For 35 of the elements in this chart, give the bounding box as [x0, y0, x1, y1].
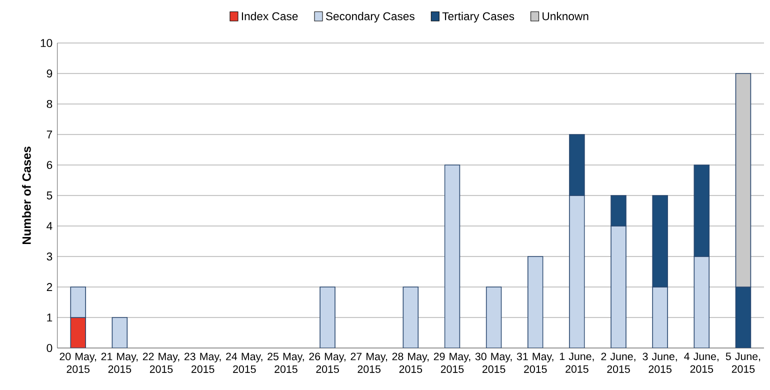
y-tick-label: 2 [46, 283, 52, 291]
y-tick-label: 8 [46, 100, 52, 108]
x-tick-label: 5 June, 2015 [726, 352, 760, 373]
y-tick-label: 7 [46, 130, 52, 138]
x-tick-label: 4 June, 2015 [684, 352, 718, 373]
x-tick-label: 1 June, 2015 [560, 352, 594, 373]
y-tick-label: 5 [46, 192, 52, 200]
x-tick-label: 3 June, 2015 [642, 352, 677, 373]
x-tick-label: 22 May, 2015 [142, 352, 180, 373]
x-tick-label: 21 May, 2015 [101, 352, 138, 373]
y-tick-label: 1 [47, 314, 52, 322]
legend-label: Secondary Cases [326, 12, 414, 22]
x-tick-label: 20 May, 2015 [60, 352, 96, 373]
y-tick-label: 6 [46, 161, 52, 170]
bar [486, 286, 502, 348]
y-tick-label: 0 [46, 344, 52, 352]
y-axis-title: Number of Cases [22, 146, 31, 244]
bar [528, 256, 544, 348]
y-tick-label: 9 [46, 69, 52, 78]
x-tick-label: 26 May, 2015 [309, 352, 346, 373]
y-tick-label: 3 [46, 252, 52, 261]
x-tick-label: 25 May, 2015 [268, 352, 304, 373]
y-tick-label: 4 [46, 222, 52, 230]
x-tick-label: 27 May, 2015 [350, 352, 388, 373]
x-tick-label: 30 May, 2015 [475, 352, 512, 373]
legend-label: Unknown [542, 12, 588, 20]
y-tick-label: 10 [40, 39, 52, 48]
x-tick-label: 24 May, 2015 [226, 352, 262, 373]
legend-label: Index Case [242, 12, 298, 20]
x-tick-label: 2 June, 2015 [601, 352, 636, 373]
x-tick-label: 28 May, 2015 [392, 352, 429, 373]
x-tick-label: 23 May, 2015 [184, 352, 221, 373]
x-tick-label: 29 May, 2015 [434, 352, 470, 373]
legend-label: Tertiary Cases [442, 12, 514, 22]
x-tick-label: 31 May, 2015 [516, 352, 554, 373]
